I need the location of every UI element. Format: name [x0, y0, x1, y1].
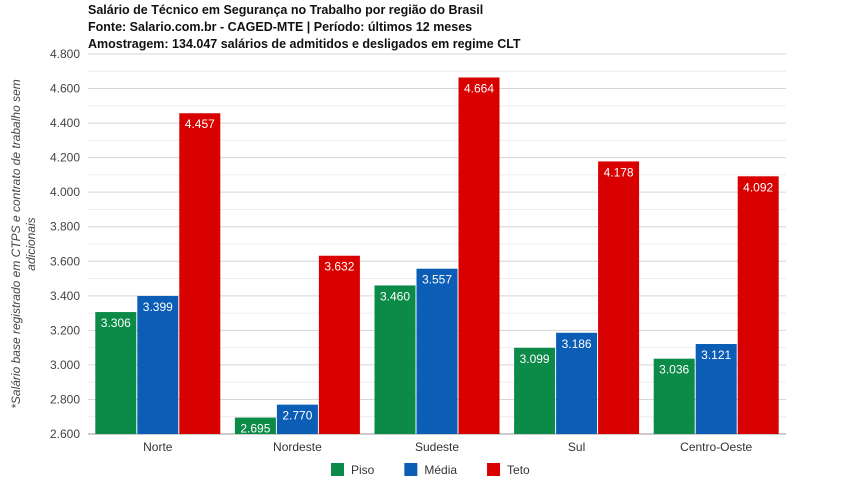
chart-title: Salário de Técnico em Segurança no Traba…: [88, 3, 484, 17]
data-label: 3.632: [324, 260, 354, 274]
bar-média: [695, 344, 737, 434]
y-tick-label: 4.000: [50, 185, 80, 199]
y-axis-label: *Salário base registrado em CTPS e contr…: [9, 79, 38, 409]
y-axis-label-line: *Salário base registrado em CTPS e contr…: [9, 79, 23, 409]
data-label: 3.036: [659, 363, 689, 377]
bar-média: [137, 295, 179, 434]
bar-teto: [318, 255, 360, 434]
data-label: 2.695: [240, 422, 270, 436]
legend-swatch: [404, 463, 418, 476]
bar-piso: [514, 347, 556, 434]
y-tick-label: 4.600: [50, 82, 80, 96]
data-label: 3.399: [143, 300, 173, 314]
bar-piso: [653, 358, 695, 434]
bar-teto: [737, 176, 779, 435]
y-tick-label: 3.200: [50, 323, 80, 337]
data-label: 4.092: [743, 180, 773, 194]
chart-subtitle-source: Fonte: Salario.com.br - CAGED-MTE | Perí…: [88, 20, 473, 34]
y-tick-label: 2.600: [50, 427, 80, 441]
x-tick-label: Centro-Oeste: [680, 440, 752, 454]
y-axis-label-line: adicionais: [24, 217, 38, 270]
bar-teto: [179, 113, 221, 434]
data-label: 2.770: [282, 409, 312, 423]
bar-piso: [234, 417, 276, 434]
x-tick-label: Sul: [568, 440, 585, 454]
y-tick-label: 3.000: [50, 358, 80, 372]
y-tick-label: 3.600: [50, 254, 80, 268]
bar-teto: [458, 77, 500, 434]
y-tick-label: 4.400: [50, 116, 80, 130]
data-label: 4.178: [604, 165, 634, 179]
bar-piso: [374, 285, 416, 434]
legend-swatch: [331, 463, 344, 476]
chart-subtitle-sample: Amostragem: 134.047 salários de admitido…: [88, 37, 521, 51]
bar-teto: [598, 161, 640, 434]
legend-item: Teto: [507, 463, 530, 477]
y-tick-label: 3.800: [50, 220, 80, 234]
bar-média: [416, 268, 458, 434]
data-label: 4.457: [185, 117, 215, 131]
data-label: 3.099: [520, 352, 550, 366]
x-tick-label: Nordeste: [273, 440, 322, 454]
y-tick-label: 4.200: [50, 151, 80, 165]
y-tick-label: 2.800: [50, 392, 80, 406]
legend-item: Média: [424, 463, 457, 477]
bar-média: [276, 404, 318, 434]
x-tick-label: Norte: [143, 440, 173, 454]
x-tick-label: Sudeste: [415, 440, 459, 454]
data-label: 3.557: [422, 273, 452, 287]
data-label: 3.460: [380, 289, 410, 303]
bar-média: [556, 332, 598, 434]
data-label: 4.664: [464, 81, 494, 95]
bar-piso: [95, 312, 137, 434]
y-tick-label: 3.400: [50, 289, 80, 303]
data-label: 3.306: [101, 316, 131, 330]
data-label: 3.121: [701, 348, 731, 362]
legend-item: Piso: [351, 463, 375, 477]
legend-swatch: [487, 463, 501, 476]
y-tick-label: 4.800: [50, 47, 80, 61]
data-label: 3.186: [562, 337, 592, 351]
